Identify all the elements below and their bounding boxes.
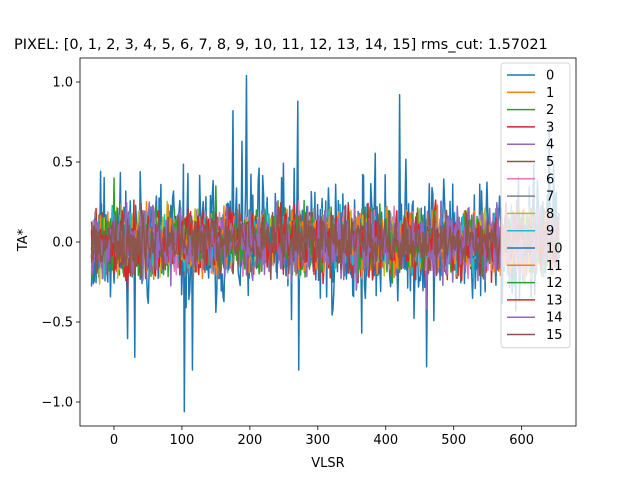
y-tick-label: 0.0 [52,236,73,251]
y-tick-label: 1.0 [52,76,73,91]
legend-label-7: 7 [546,190,554,205]
chart-title: PIXEL: [0, 1, 2, 3, 4, 5, 6, 7, 8, 9, 10… [14,37,548,53]
y-tick-label: −0.5 [41,316,73,331]
x-tick-label: 500 [441,433,466,448]
legend-label-10: 10 [546,242,563,257]
legend-label-4: 4 [546,138,554,153]
x-axis-label: VLSR [311,456,344,471]
x-tick-label: 600 [509,433,534,448]
series-line-15 [90,203,560,281]
y-axis: −1.0 −0.5 0.0 0.5 1.0 [41,76,80,411]
legend-label-6: 6 [546,172,554,187]
legend-label-15: 15 [546,328,563,343]
x-tick-label: 300 [305,433,330,448]
series-lines [90,74,560,413]
x-axis: 0 100 200 300 400 500 600 [110,426,534,448]
legend-label-0: 0 [546,69,554,84]
legend-label-14: 14 [546,311,563,326]
legend-label-1: 1 [546,86,554,101]
legend-label-11: 11 [546,259,563,274]
y-axis-label: TA* [16,228,31,252]
legend-label-2: 2 [546,103,554,118]
y-tick-label: −1.0 [41,396,73,411]
x-tick-label: 400 [373,433,398,448]
legend-label-8: 8 [546,207,554,222]
legend-label-12: 12 [546,276,563,291]
legend-box [500,62,571,349]
legend-label-3: 3 [546,120,554,135]
legend-label-9: 9 [546,224,554,239]
legend-label-5: 5 [546,155,554,170]
x-tick-label: 0 [110,433,118,448]
y-tick-label: 0.5 [52,156,73,171]
x-tick-label: 100 [170,433,195,448]
x-tick-label: 200 [237,433,262,448]
plot-area [79,57,577,427]
legend-label-13: 13 [546,293,563,308]
